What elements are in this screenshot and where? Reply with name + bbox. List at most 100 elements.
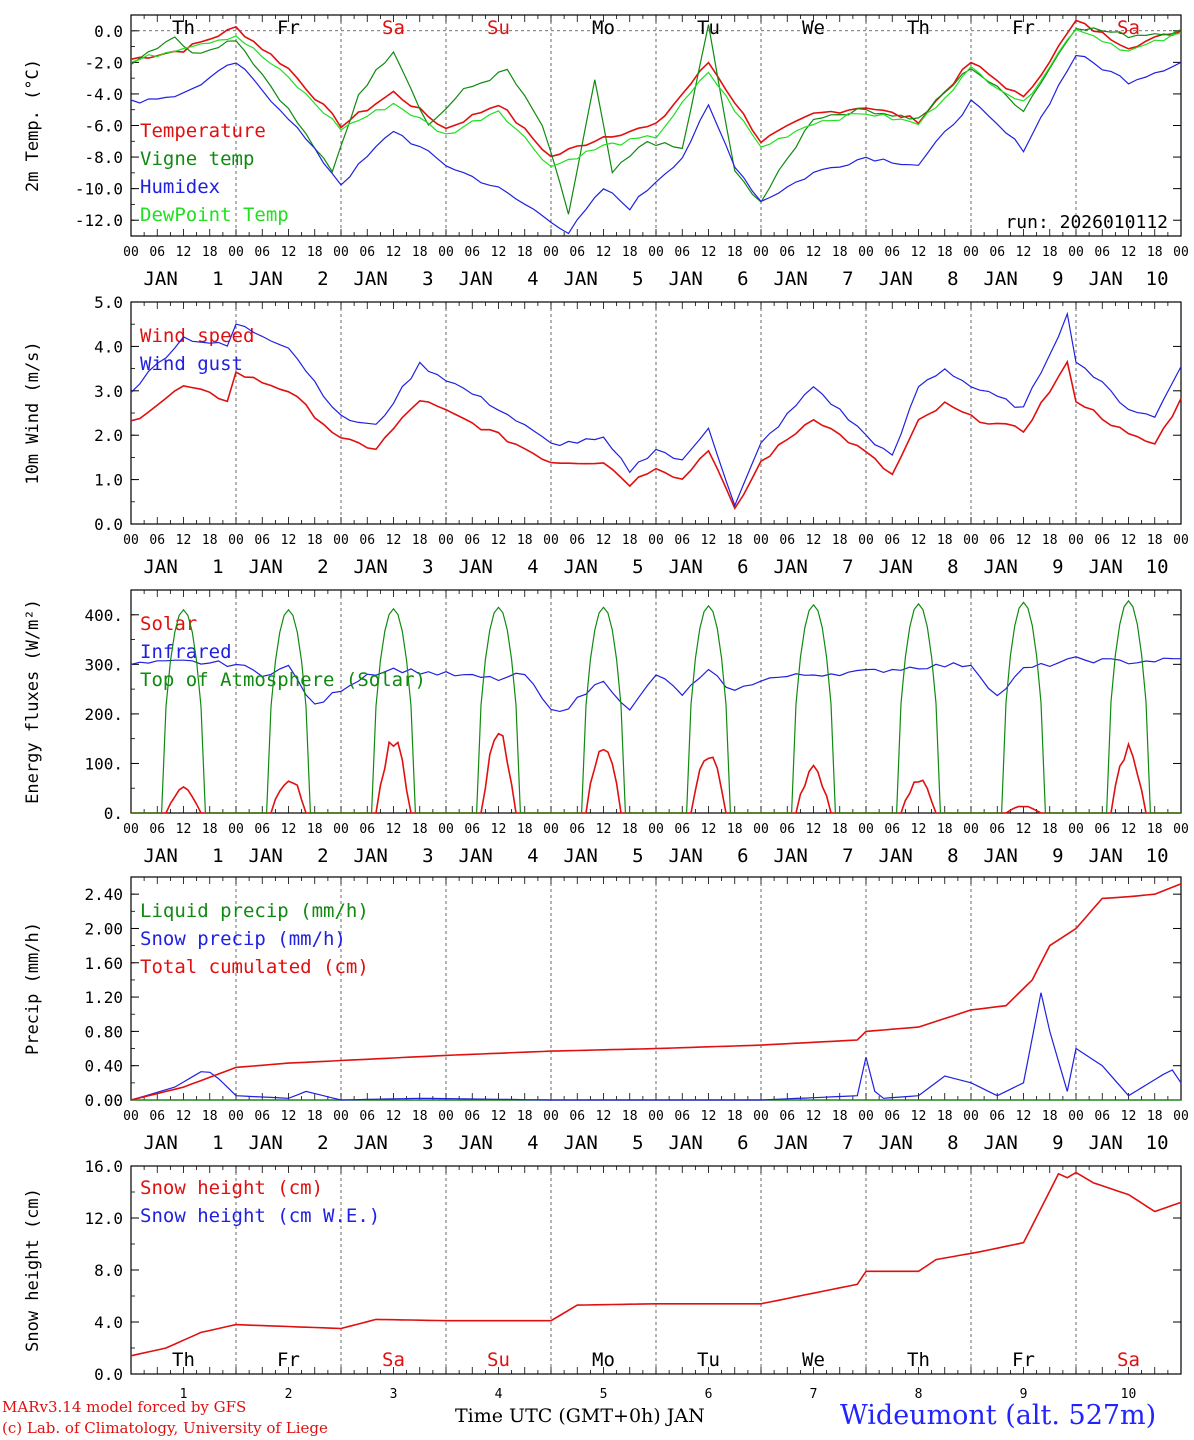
wind-hour-label: 18 xyxy=(307,533,323,548)
temp-hour-label: 12 xyxy=(491,245,507,260)
temp-hour-label: 06 xyxy=(779,245,795,260)
temp-hour-label: 00 xyxy=(1173,245,1189,260)
precip-hour-label: 06 xyxy=(674,1109,690,1124)
precip-hour-label: 06 xyxy=(1094,1109,1110,1124)
flux-y-tick-label: 0. xyxy=(104,804,123,823)
wind-series-line xyxy=(130,359,1182,510)
precip-date-label: JAN 4 xyxy=(458,1132,538,1154)
weekday-label: Th xyxy=(907,17,930,39)
precip-hour-label: 00 xyxy=(753,1109,769,1124)
wind-hour-label: 18 xyxy=(412,533,428,548)
day-number-label: 8 xyxy=(915,1387,923,1402)
temp-hour-label: 12 xyxy=(806,245,822,260)
temp-y-tick-label: -10.0 xyxy=(75,180,123,199)
wind-legend-entry: Wind speed xyxy=(140,325,254,347)
precip-hour-label: 12 xyxy=(1016,1109,1032,1124)
temp-hour-label: 18 xyxy=(307,245,323,260)
temp-run-annotation: run: 2026010112 xyxy=(1005,212,1168,233)
wind-hour-label: 18 xyxy=(1042,533,1058,548)
flux-hour-label: 12 xyxy=(806,822,822,837)
precip-legend-entry: Total cumulated (cm) xyxy=(140,956,369,978)
wind-date-label: JAN 2 xyxy=(248,556,328,578)
precip-date-label: JAN 8 xyxy=(878,1132,958,1154)
flux-hour-label: 06 xyxy=(884,822,900,837)
flux-hour-label: 00 xyxy=(858,822,874,837)
wind-hour-label: 06 xyxy=(1094,533,1110,548)
flux-hour-label: 00 xyxy=(333,822,349,837)
day-number-label: 4 xyxy=(495,1387,503,1402)
precip-hour-label: 12 xyxy=(806,1109,822,1124)
precip-hour-label: 12 xyxy=(911,1109,927,1124)
wind-hour-label: 12 xyxy=(911,533,927,548)
temp-y-tick-label: -8.0 xyxy=(84,148,123,167)
flux-hour-label: 12 xyxy=(701,822,717,837)
flux-plot-frame xyxy=(130,589,1182,814)
flux-hour-label: 00 xyxy=(438,822,454,837)
temp-hour-label: 18 xyxy=(832,245,848,260)
precip-date-label: JAN 2 xyxy=(248,1132,328,1154)
precip-legend-entry: Snow precip (mm/h) xyxy=(140,928,346,950)
flux-hour-label: 00 xyxy=(1068,822,1084,837)
flux-hour-label: 06 xyxy=(989,822,1005,837)
temp-hour-label: 00 xyxy=(333,245,349,260)
day-number-label: 7 xyxy=(810,1387,818,1402)
flux-y-tick-label: 100. xyxy=(84,754,123,773)
wind-hour-label: 12 xyxy=(491,533,507,548)
day-number-label: 1 xyxy=(180,1387,188,1402)
day-number-label: 9 xyxy=(1020,1387,1028,1402)
weekday-label: Tu xyxy=(697,1349,720,1371)
wind-hour-label: 00 xyxy=(228,533,244,548)
flux-hour-label: 00 xyxy=(543,822,559,837)
temp-hour-label: 12 xyxy=(176,245,192,260)
precip-hour-label: 00 xyxy=(438,1109,454,1124)
weekday-label: Th xyxy=(172,17,195,39)
temp-date-label: JAN 5 xyxy=(563,268,643,290)
wind-y-axis-title: 10m Wind (m/s) xyxy=(23,341,43,484)
wind-date-label: JAN 5 xyxy=(563,556,643,578)
wind-date-label: JAN 1 xyxy=(143,556,223,578)
temp-date-label: JAN 4 xyxy=(458,268,538,290)
precip-hour-label: 06 xyxy=(779,1109,795,1124)
flux-date-label: JAN 2 xyxy=(248,845,328,867)
temp-hour-label: 12 xyxy=(701,245,717,260)
precip-hour-label: 18 xyxy=(1147,1109,1163,1124)
snow-y-tick-label: 0.0 xyxy=(94,1365,123,1384)
wind-hour-label: 12 xyxy=(1121,533,1137,548)
weekday-label: Su xyxy=(487,17,510,39)
wind-date-label: JAN 3 xyxy=(353,556,433,578)
wind-hour-label: 06 xyxy=(989,533,1005,548)
precip-date-label: JAN 5 xyxy=(563,1132,643,1154)
flux-date-label: JAN 7 xyxy=(773,845,853,867)
precip-y-tick-label: 0.80 xyxy=(84,1022,123,1041)
precip-hour-label: 06 xyxy=(359,1109,375,1124)
flux-hour-label: 18 xyxy=(202,822,218,837)
precip-hour-label: 06 xyxy=(149,1109,165,1124)
temp-series-line xyxy=(130,19,1182,158)
temp-hour-label: 12 xyxy=(596,245,612,260)
wind-y-tick-label: 4.0 xyxy=(94,337,123,356)
precip-y-tick-label: 1.60 xyxy=(84,954,123,973)
flux-legend-entry: Infrared xyxy=(140,641,232,663)
wind-hour-label: 00 xyxy=(543,533,559,548)
wind-hour-label: 06 xyxy=(779,533,795,548)
flux-hour-label: 12 xyxy=(596,822,612,837)
temp-hour-label: 06 xyxy=(569,245,585,260)
temp-hour-label: 06 xyxy=(254,245,270,260)
wind-hour-label: 06 xyxy=(149,533,165,548)
flux-date-label: JAN 8 xyxy=(878,845,958,867)
flux-y-axis-title: Energy fluxes (W/m²) xyxy=(23,599,43,804)
wind-hour-label: 00 xyxy=(648,533,664,548)
snow-series-line xyxy=(130,1171,1182,1357)
wind-hour-label: 18 xyxy=(1147,533,1163,548)
weekday-label: We xyxy=(802,17,825,39)
flux-hour-label: 12 xyxy=(911,822,927,837)
flux-y-tick-label: 200. xyxy=(84,705,123,724)
flux-legend-entry: Top of Atmosphere (Solar) xyxy=(140,669,426,691)
weekday-label: Fr xyxy=(1012,17,1035,39)
flux-hour-label: 12 xyxy=(281,822,297,837)
weekday-label: Sa xyxy=(382,1349,405,1371)
temp-date-label: JAN 6 xyxy=(668,268,748,290)
temp-legend-entry: Temperature xyxy=(140,120,266,142)
precip-hour-label: 00 xyxy=(333,1109,349,1124)
precip-hour-label: 18 xyxy=(412,1109,428,1124)
